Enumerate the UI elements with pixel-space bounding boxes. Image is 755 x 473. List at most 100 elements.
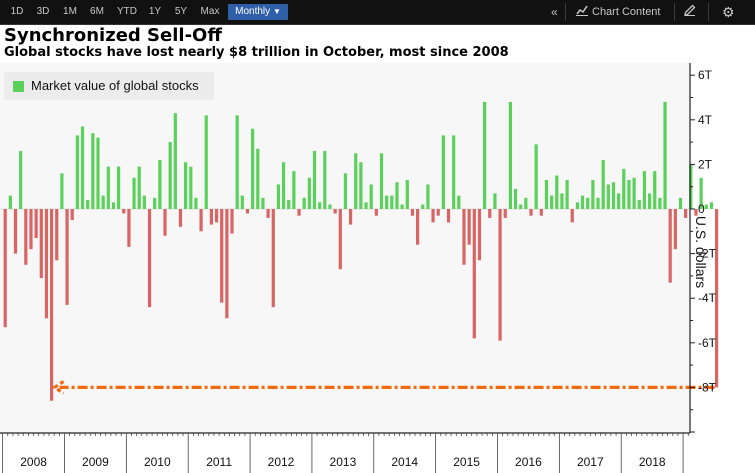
bar [117,166,121,209]
bar [653,171,657,209]
bar [390,195,394,209]
bar [153,197,157,209]
y-tick-label: 0 [698,202,705,216]
bar [714,209,719,388]
x-tick-label: 2018 [639,455,666,469]
settings-gear-icon[interactable]: ⚙ [722,4,735,20]
bar [446,209,451,223]
bar [642,171,647,209]
y-tick-label: -4T [698,291,717,305]
legend[interactable]: Market value of global stocks [4,72,214,100]
bar [271,209,275,308]
chart-subtitle: Global stocks have lost nearly $8 trilli… [4,45,509,60]
range-button-1d[interactable]: 1D [10,6,24,17]
bar [276,184,281,209]
annotation-arrowhead [51,380,65,395]
bar [39,209,43,279]
bar [606,184,610,209]
bar [348,209,353,225]
bar [19,151,23,209]
bar [565,180,569,209]
range-button-1y[interactable]: 1Y [148,6,162,17]
x-tick-label: 2008 [20,455,47,469]
bar [385,195,389,209]
bar [220,209,224,303]
bar [142,195,146,209]
bar [498,209,502,341]
bar [297,209,301,216]
range-button-5y[interactable]: 5Y [174,6,188,17]
bar [560,193,564,209]
bar [364,202,368,209]
bar [395,182,399,209]
y-tick-label: -6T [698,336,717,350]
range-button-1m[interactable]: 1M [63,6,77,17]
bar [354,153,358,209]
bar [75,135,79,209]
bar [704,204,708,209]
bar [591,180,595,209]
toolbar: 1D 3D 1M 6M YTD 1Y 5Y Max Monthly ▼ « Ch… [0,0,755,25]
bar [302,197,306,209]
bar [503,209,507,218]
bar [225,209,229,319]
bar [307,177,311,209]
bar [405,180,409,209]
bar [235,115,239,209]
bar [575,202,580,209]
frequency-dropdown[interactable]: Monthly ▼ [228,4,288,20]
frequency-value: Monthly [235,6,271,17]
bar [379,153,384,209]
bar [343,173,348,209]
chart-content-button[interactable]: Chart Content [576,4,676,20]
bar [596,197,600,209]
edit-button[interactable] [684,4,696,20]
bar [673,209,677,250]
range-button-3d[interactable]: 3D [36,6,50,17]
x-tick-label: 2016 [515,455,542,469]
bar [8,195,12,209]
bar [230,209,234,234]
bar [127,209,131,247]
bar [488,209,492,218]
bar [111,202,116,209]
bar [80,126,85,209]
bar [508,101,512,209]
bar [709,202,714,209]
range-button-6m[interactable]: 6M [90,6,104,17]
bar [524,197,528,209]
y-axis-title: U.S. dollars [693,215,709,289]
bar [611,182,616,209]
bar [586,197,590,209]
bar [555,175,559,209]
bar [245,209,250,214]
bar [441,135,445,209]
range-button-max[interactable]: Max [200,6,220,17]
bar [544,180,549,209]
bar [328,204,332,209]
chart-content-label: Chart Content [592,6,661,18]
bar [477,209,482,261]
y-tick-label: -8T [698,380,717,394]
bar [519,204,523,209]
bar [694,209,698,216]
bar [580,195,585,209]
bar [3,209,7,328]
bar [106,166,110,209]
bar [55,209,59,261]
bar [699,177,703,209]
range-button-ytd[interactable]: YTD [117,6,137,17]
collapse-icon[interactable]: « [551,5,558,19]
bar [184,162,188,209]
bar [287,200,291,209]
bar [457,195,461,209]
bar [178,209,183,227]
x-tick-label: 2013 [330,455,357,469]
bar [647,193,652,209]
y-tick-label: -2T [698,247,717,261]
bar [122,209,126,214]
bar [678,197,683,209]
bar [137,166,141,209]
dropdown-arrow-icon: ▼ [272,7,281,16]
bar [163,209,167,236]
